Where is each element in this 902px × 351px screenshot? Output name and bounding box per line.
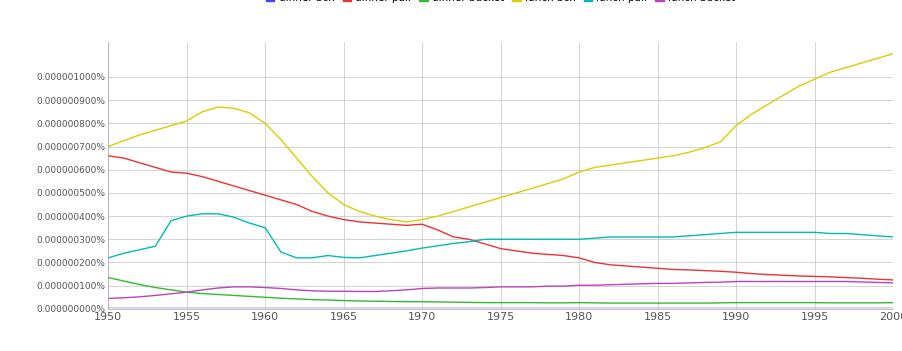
lunch pail — [197, 212, 207, 216]
dinner pail — [888, 278, 898, 282]
lunch pail — [684, 234, 695, 238]
lunch pail — [354, 256, 364, 260]
lunch pail — [872, 234, 883, 238]
dinner pail — [667, 267, 678, 272]
Line: lunch bucket: lunch bucket — [108, 282, 893, 298]
lunch pail — [370, 253, 381, 258]
dinner box — [275, 306, 286, 311]
dinner box — [354, 306, 364, 311]
dinner bucket — [338, 298, 349, 303]
dinner bucket — [354, 299, 364, 303]
lunch bucket — [872, 280, 883, 285]
lunch bucket — [275, 286, 286, 291]
Line: lunch pail: lunch pail — [108, 214, 893, 258]
dinner bucket — [872, 301, 883, 305]
Line: lunch box: lunch box — [108, 54, 893, 222]
lunch bucket — [667, 281, 678, 285]
lunch box — [872, 56, 883, 60]
dinner pail — [338, 218, 349, 222]
lunch bucket — [888, 281, 898, 285]
lunch box — [354, 209, 364, 213]
lunch pail — [291, 256, 302, 260]
Legend: dinner box, dinner pail, dinner bucket, lunch box, lunch pail, lunch bucket: dinner box, dinner pail, dinner bucket, … — [262, 0, 740, 7]
dinner box — [667, 306, 678, 311]
dinner box — [338, 306, 349, 311]
lunch bucket — [731, 279, 741, 284]
lunch box — [888, 52, 898, 56]
dinner box — [621, 306, 631, 311]
lunch pail — [103, 256, 114, 260]
dinner bucket — [637, 301, 648, 305]
dinner pail — [103, 154, 114, 158]
dinner bucket — [888, 300, 898, 305]
dinner bucket — [275, 296, 286, 300]
lunch box — [275, 138, 286, 142]
lunch bucket — [354, 289, 364, 293]
dinner box — [103, 306, 114, 311]
dinner bucket — [605, 301, 616, 305]
dinner box — [888, 306, 898, 311]
lunch box — [401, 220, 412, 224]
lunch bucket — [621, 282, 631, 286]
Line: dinner pail: dinner pail — [108, 156, 893, 280]
dinner box — [872, 306, 883, 311]
lunch box — [103, 144, 114, 148]
dinner pail — [354, 220, 364, 224]
lunch box — [338, 203, 349, 207]
dinner pail — [621, 264, 631, 268]
dinner bucket — [103, 276, 114, 280]
lunch bucket — [103, 296, 114, 300]
lunch bucket — [338, 289, 349, 293]
dinner pail — [872, 277, 883, 281]
lunch box — [637, 158, 648, 163]
Line: dinner bucket: dinner bucket — [108, 278, 893, 303]
dinner bucket — [684, 301, 695, 305]
lunch box — [684, 150, 695, 154]
dinner pail — [275, 198, 286, 202]
lunch pail — [637, 235, 648, 239]
lunch pail — [888, 235, 898, 239]
